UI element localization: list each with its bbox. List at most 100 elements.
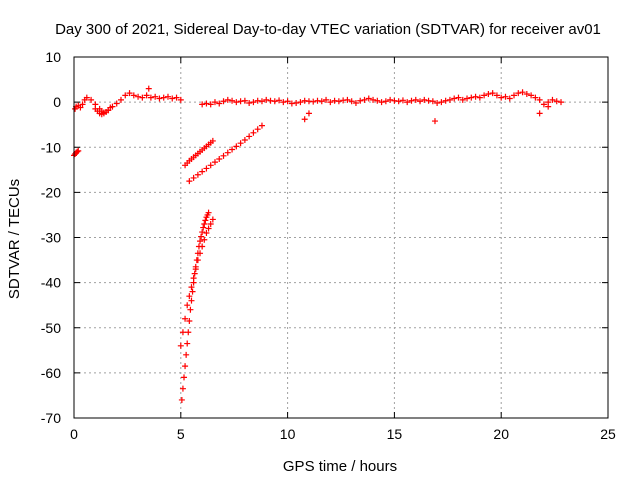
- data-point: [211, 159, 218, 166]
- data-points-layer: [71, 85, 565, 403]
- series-sparse-outliers: [301, 103, 552, 125]
- data-point: [88, 96, 95, 103]
- axis-ticks-layer: 0 5 10 15 20 25 10 0 -10 -20 -30 -40 -50 -60 -70: [41, 49, 616, 442]
- data-point: [468, 94, 475, 101]
- data-point: [344, 96, 351, 103]
- y-tick-label: 0: [53, 94, 61, 110]
- data-point: [126, 90, 133, 97]
- data-point: [189, 288, 196, 295]
- data-point: [179, 385, 186, 392]
- data-point: [263, 96, 270, 103]
- data-point: [365, 95, 372, 102]
- y-tick-label: -40: [41, 275, 61, 291]
- grid-layer: [74, 57, 608, 418]
- series-lower-dropout: [186, 122, 265, 185]
- data-point: [197, 250, 204, 257]
- data-point: [378, 99, 385, 106]
- data-point: [209, 137, 216, 144]
- data-point: [188, 297, 195, 304]
- data-point: [216, 100, 223, 107]
- data-point: [335, 98, 342, 105]
- y-tick-label: -70: [41, 410, 61, 426]
- data-point: [399, 97, 406, 104]
- data-point: [258, 98, 265, 105]
- data-point: [113, 100, 120, 107]
- data-point: [523, 91, 530, 98]
- data-point: [199, 229, 206, 236]
- data-point: [220, 98, 227, 105]
- data-point: [199, 168, 206, 175]
- data-point: [220, 152, 227, 159]
- data-point: [194, 257, 201, 264]
- data-point: [438, 99, 445, 106]
- y-tick-label: -20: [41, 184, 61, 200]
- data-point: [143, 92, 150, 99]
- data-point: [258, 122, 265, 129]
- data-point: [179, 329, 186, 336]
- data-point: [139, 94, 146, 101]
- x-tick-label: 20: [493, 426, 509, 442]
- data-point: [382, 98, 389, 105]
- y-tick-label: -60: [41, 365, 61, 381]
- data-point: [297, 99, 304, 106]
- data-point: [199, 243, 206, 250]
- data-point: [472, 93, 479, 100]
- data-point: [318, 98, 325, 105]
- data-point: [211, 99, 218, 106]
- data-point: [169, 95, 176, 102]
- data-point: [107, 104, 114, 111]
- data-point: [197, 238, 204, 245]
- data-point: [404, 99, 411, 106]
- data-point: [201, 236, 208, 243]
- data-point: [421, 96, 428, 103]
- data-point: [511, 92, 518, 99]
- data-point: [558, 99, 565, 106]
- data-point: [229, 146, 236, 153]
- data-point: [203, 165, 210, 172]
- data-point: [122, 92, 129, 99]
- data-point: [254, 126, 261, 133]
- data-point: [229, 97, 236, 104]
- data-point: [135, 93, 142, 100]
- data-point: [198, 233, 205, 240]
- data-point: [532, 94, 539, 101]
- series-steep-dropout: [178, 209, 212, 403]
- data-point: [498, 94, 505, 101]
- data-point: [374, 97, 381, 104]
- data-point: [152, 93, 159, 100]
- data-point: [216, 155, 223, 162]
- data-point: [199, 101, 206, 108]
- data-point: [188, 284, 195, 291]
- data-point: [241, 137, 248, 144]
- data-point: [412, 96, 419, 103]
- data-point: [237, 140, 244, 147]
- data-point: [173, 94, 180, 101]
- data-point: [177, 342, 184, 349]
- data-point: [489, 90, 496, 97]
- data-point: [183, 351, 190, 358]
- data-point: [184, 302, 191, 309]
- data-point: [352, 100, 359, 107]
- y-tick-label: -10: [41, 139, 61, 155]
- data-point: [181, 374, 188, 381]
- data-point: [147, 94, 154, 101]
- data-point: [485, 91, 492, 98]
- y-tick-label: -30: [41, 230, 61, 246]
- data-point: [284, 98, 291, 105]
- data-point: [130, 92, 137, 99]
- data-point: [310, 98, 317, 105]
- data-point: [493, 92, 500, 99]
- data-point: [431, 118, 438, 125]
- data-point: [205, 225, 212, 232]
- data-point: [203, 100, 210, 107]
- data-point: [464, 95, 471, 102]
- data-point: [434, 100, 441, 107]
- data-point: [156, 95, 163, 102]
- data-point: [481, 92, 488, 99]
- data-point: [519, 89, 526, 96]
- data-point: [271, 98, 278, 105]
- data-point: [191, 270, 198, 277]
- data-point: [327, 99, 334, 106]
